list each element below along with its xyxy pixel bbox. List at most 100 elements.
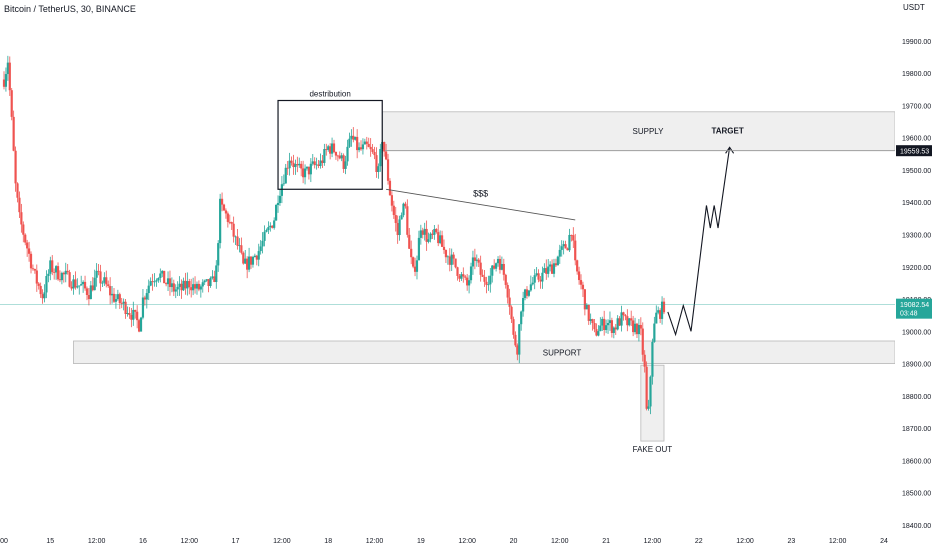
candle-body bbox=[359, 147, 363, 150]
candle-body bbox=[329, 146, 332, 154]
candle-body bbox=[128, 313, 131, 315]
target-price-tag bbox=[896, 145, 932, 157]
time-axis: 00 15 12:00 16 12:00 17 12:00 18 12:00 19 12:00 20 1… bbox=[0, 538, 888, 545]
candle-body bbox=[475, 259, 478, 261]
candle-body bbox=[300, 163, 303, 169]
candle-body bbox=[139, 317, 143, 332]
candle-body bbox=[313, 161, 316, 165]
candle-body bbox=[184, 280, 187, 289]
candle-body bbox=[452, 254, 455, 259]
candle-body bbox=[541, 272, 544, 282]
candle-body bbox=[477, 259, 480, 263]
candle-body bbox=[2, 79, 6, 87]
candle-body bbox=[433, 229, 436, 235]
candle-body bbox=[288, 160, 291, 169]
candle-body bbox=[373, 151, 376, 156]
candle-body bbox=[547, 266, 550, 274]
candle-body bbox=[352, 135, 355, 140]
candle-body bbox=[166, 278, 170, 285]
candle-body bbox=[321, 160, 324, 163]
candle-body bbox=[14, 150, 17, 184]
candle-body bbox=[344, 161, 347, 169]
candle-body bbox=[410, 248, 413, 258]
candle-body bbox=[174, 289, 177, 292]
candle-body bbox=[550, 264, 554, 274]
candle-body bbox=[535, 273, 538, 276]
candle-body bbox=[635, 323, 639, 335]
time-tick-label: 18 bbox=[324, 538, 332, 545]
candle-body bbox=[276, 202, 280, 205]
candle-body bbox=[45, 276, 48, 293]
candle-body bbox=[365, 141, 368, 144]
candle-body bbox=[114, 299, 118, 302]
candle-body bbox=[66, 270, 69, 273]
candle-body bbox=[292, 162, 295, 168]
time-tick-label: 12:00 bbox=[88, 538, 106, 545]
candle-body bbox=[446, 256, 449, 258]
candle-body bbox=[222, 204, 226, 211]
candle-body bbox=[68, 272, 71, 287]
candle-body bbox=[89, 285, 92, 300]
candle-body bbox=[122, 301, 125, 304]
candle-body bbox=[286, 167, 289, 169]
candle-body bbox=[323, 149, 326, 163]
candle-body bbox=[618, 318, 621, 326]
candle-body bbox=[568, 234, 571, 251]
candle-body bbox=[259, 246, 262, 252]
candle-body bbox=[537, 273, 540, 280]
candle-body bbox=[558, 249, 561, 257]
candle-body bbox=[516, 345, 519, 355]
candle-body bbox=[27, 248, 31, 254]
candle-body bbox=[493, 265, 496, 269]
time-tick-label: 22 bbox=[695, 538, 703, 545]
candle-body bbox=[255, 255, 258, 260]
candle-body bbox=[485, 281, 488, 285]
candle-body bbox=[529, 284, 532, 291]
distribution-label: destribution bbox=[309, 90, 350, 99]
liquidity-line bbox=[386, 188, 576, 221]
candle-body bbox=[116, 294, 119, 300]
time-tick-label: 12:00 bbox=[273, 538, 291, 545]
liquidity-label: $$$ bbox=[473, 189, 488, 199]
candle-body bbox=[440, 235, 444, 247]
candle-body bbox=[574, 240, 577, 261]
price-tick-label: 19700.00 bbox=[902, 103, 931, 110]
candle-body bbox=[491, 265, 494, 276]
candle-body bbox=[473, 257, 476, 261]
candle-body bbox=[552, 263, 556, 274]
candle-body bbox=[608, 320, 612, 323]
candle-body bbox=[371, 149, 374, 152]
axis-currency: USDT bbox=[903, 3, 925, 12]
candle-body bbox=[224, 210, 228, 214]
candle-body bbox=[307, 166, 311, 175]
candle-body bbox=[576, 260, 579, 272]
candle-body bbox=[136, 311, 139, 321]
candle-body bbox=[199, 286, 202, 290]
candle-body bbox=[417, 237, 421, 261]
price-axis-bg bbox=[895, 0, 932, 550]
candle-body bbox=[330, 143, 334, 154]
candle-body bbox=[566, 248, 569, 251]
candle-body bbox=[408, 234, 411, 249]
price-tick-label: 18400.00 bbox=[902, 523, 931, 530]
candle-body bbox=[595, 329, 598, 336]
candle-body bbox=[632, 320, 635, 333]
candle-body bbox=[236, 236, 239, 246]
candle-body bbox=[531, 282, 534, 285]
candle-body bbox=[483, 276, 486, 282]
candle-body bbox=[500, 263, 503, 270]
candle-body bbox=[205, 279, 208, 281]
candle-body bbox=[6, 62, 9, 75]
candle-body bbox=[24, 234, 27, 243]
candle-body bbox=[653, 323, 656, 342]
candle-body bbox=[450, 254, 453, 265]
candle-body bbox=[423, 228, 426, 235]
time-tick-label: 17 bbox=[232, 538, 240, 545]
candle-body bbox=[215, 265, 218, 283]
candle-body bbox=[232, 223, 235, 237]
candle-body bbox=[64, 270, 67, 275]
candle-body bbox=[589, 319, 592, 321]
candle-body bbox=[375, 155, 378, 172]
